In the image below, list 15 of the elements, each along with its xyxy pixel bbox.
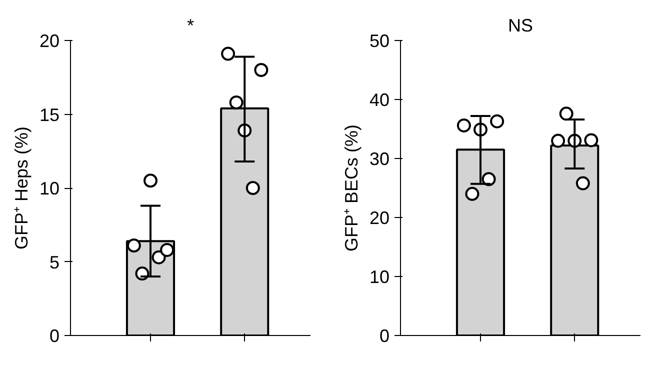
chart-title: NS: [508, 16, 534, 36]
y-tick-label: 0: [49, 326, 60, 346]
y-axis-title: GFP⁺ BECs (%): [341, 124, 362, 252]
y-axis-title: GFP⁺ Heps (%): [11, 126, 32, 250]
y-tick-label: 50: [369, 31, 390, 51]
y-tick-label: 40: [369, 90, 390, 110]
chart-title: *: [187, 16, 194, 36]
y-tick-label: 30: [369, 149, 390, 169]
y-tick-label: 20: [39, 31, 60, 51]
y-tick-label: 0: [379, 326, 390, 346]
y-tick-label: 10: [39, 178, 60, 198]
y-tick-label: 20: [369, 208, 390, 228]
y-tick-label: 10: [369, 267, 390, 287]
y-tick-label: 5: [49, 252, 60, 272]
y-tick-label: 15: [39, 104, 60, 125]
